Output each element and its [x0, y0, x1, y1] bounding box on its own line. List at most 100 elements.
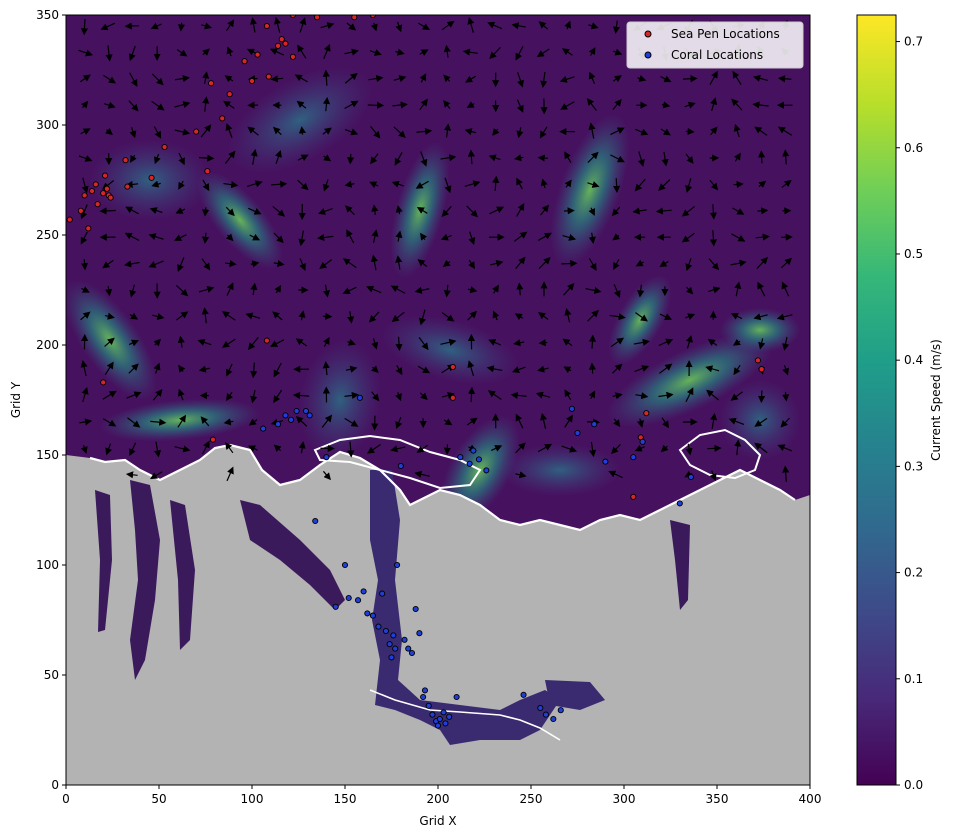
coral-point [551, 716, 556, 721]
colorbar-tick-label: 0.7 [904, 35, 923, 49]
y-axis-title: Grid Y [9, 381, 23, 418]
y-tick-label: 300 [36, 118, 59, 132]
x-tick-label: 150 [334, 792, 357, 806]
sea-pen-point [290, 54, 295, 59]
colorbar-tick-label: 0.2 [904, 566, 923, 580]
current-vector [102, 210, 116, 211]
sea-pen-point [279, 37, 284, 42]
sea-pen-point [275, 43, 280, 48]
coral-point [346, 595, 351, 600]
sea-pen-point [227, 92, 232, 97]
sea-pen-point [93, 182, 98, 187]
speed-hotspot [720, 308, 800, 352]
current-vector [181, 23, 182, 29]
y-axis-ticks: 050100150200250300350 [36, 8, 66, 792]
x-tick-label: 100 [241, 792, 264, 806]
coral-point [275, 422, 280, 427]
sea-pen-point [82, 193, 87, 198]
coral-point [421, 694, 426, 699]
coral-point [333, 604, 338, 609]
coral-point [447, 714, 452, 719]
x-axis-ticks: 0 50 100 150 200 250 300 350 400 [62, 785, 821, 806]
coral-point [435, 723, 440, 728]
x-tick-label: 200 [427, 792, 450, 806]
colorbar-tick-label: 0.6 [904, 141, 923, 155]
sea-pen-point [759, 367, 764, 372]
sea-pen-point [631, 494, 636, 499]
y-tick-label: 100 [36, 558, 59, 572]
coral-point [342, 562, 347, 567]
coral-point [631, 455, 636, 460]
coral-point [558, 708, 563, 713]
sea-pen-point [249, 78, 254, 83]
coral-point [417, 631, 422, 636]
sea-pen-point [162, 144, 167, 149]
x-tick-label: 300 [613, 792, 636, 806]
sea-pen-point [210, 437, 215, 442]
coral-point [454, 694, 459, 699]
sea-pen-point [264, 338, 269, 343]
coral-point [543, 712, 548, 717]
coral-point [409, 650, 414, 655]
coral-point [303, 408, 308, 413]
current-vector [471, 389, 472, 402]
coral-point [294, 408, 299, 413]
current-vector [761, 391, 762, 401]
x-tick-label: 50 [151, 792, 166, 806]
speed-hotspot [500, 444, 620, 496]
current-vector [561, 263, 575, 264]
sea-pen-point [264, 23, 269, 28]
coral-point [458, 455, 463, 460]
coral-point [380, 591, 385, 596]
x-tick-label: 250 [520, 792, 543, 806]
coral-point [406, 646, 411, 651]
current-vector [683, 78, 695, 79]
sea-pen-point [450, 364, 455, 369]
sea-pen-point [67, 217, 72, 222]
current-vector [399, 337, 400, 349]
legend-label-coral: Coral Locations [671, 48, 763, 62]
land-mass [66, 445, 810, 785]
current-vector [780, 78, 791, 79]
coral-point [422, 688, 427, 693]
current-vector [302, 129, 303, 135]
coral-point [313, 518, 318, 523]
y-tick-label: 50 [44, 668, 59, 682]
sea-pen-point [102, 173, 107, 178]
plot-area [47, 12, 810, 785]
colorbar-tick-label: 0.1 [904, 672, 923, 686]
coral-point [389, 655, 394, 660]
y-tick-label: 200 [36, 338, 59, 352]
coral-point [471, 448, 476, 453]
coral-point [357, 395, 362, 400]
coral-point [426, 703, 431, 708]
sea-pen-point [755, 358, 760, 363]
coral-point [521, 692, 526, 697]
current-vector [540, 158, 548, 159]
sea-pen-point [86, 226, 91, 231]
y-tick-label: 250 [36, 228, 59, 242]
sea-pen-point [101, 191, 106, 196]
colorbar-gradient [857, 15, 896, 785]
sea-pen-point [194, 129, 199, 134]
coral-point [361, 589, 366, 594]
coral-point [592, 422, 597, 427]
colorbar: 0.00.10.20.30.40.50.60.7 Current Speed (… [857, 15, 943, 792]
sea-pen-point [108, 195, 113, 200]
sea-pen-point [104, 186, 109, 191]
sea-pen-point [125, 184, 130, 189]
coral-point [538, 705, 543, 710]
coral-point [383, 628, 388, 633]
sea-pen-point [644, 411, 649, 416]
sea-pen-point [220, 116, 225, 121]
coral-point [376, 624, 381, 629]
current-vector [350, 154, 351, 162]
y-tick-label: 350 [36, 8, 59, 22]
sea-pen-point [208, 81, 213, 86]
coral-point [370, 613, 375, 618]
coral-point [430, 712, 435, 717]
legend-label-sea-pen: Sea Pen Locations [671, 27, 780, 41]
coral-point [476, 457, 481, 462]
sea-pen-point [283, 41, 288, 46]
